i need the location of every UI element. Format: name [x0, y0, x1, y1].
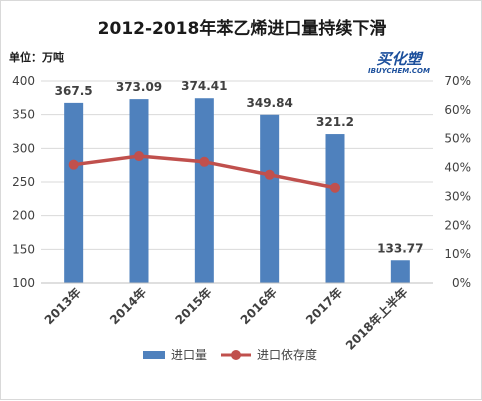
logo-sub-text: IBUYCHEM.COM: [368, 67, 430, 75]
line-point: [199, 156, 210, 167]
bar: [390, 260, 410, 283]
bar: [325, 134, 345, 283]
bar: [129, 99, 149, 283]
bar-data-label: 373.09: [116, 80, 162, 94]
y-tick-label-left: 200: [12, 209, 35, 223]
y-tick-label-left: 400: [12, 74, 35, 88]
legend-label-bar: 进口量: [171, 348, 207, 362]
x-tick-label: 2013年: [41, 285, 84, 328]
line-point: [68, 159, 79, 170]
gridlines: [41, 80, 433, 284]
bar-series: [64, 98, 410, 284]
y-tick-label-right: 40%: [444, 161, 471, 175]
y-tick-label-left: 350: [12, 108, 35, 122]
y-tick-label-left: 100: [12, 276, 35, 290]
bar-data-labels: 367.5 373.09 374.41 349.84 321.2 133.77: [55, 79, 424, 255]
y-tick-label-right: 60%: [444, 103, 471, 117]
bar: [64, 102, 84, 283]
y-tick-label-right: 70%: [444, 74, 471, 88]
y-tick-label-right: 30%: [444, 189, 471, 203]
legend-swatch-bar: [143, 351, 165, 359]
y-tick-label-left: 250: [12, 175, 35, 189]
x-tick-label: 2014年: [106, 285, 149, 328]
bar: [194, 98, 214, 284]
y-tick-label-right: 50%: [444, 132, 471, 146]
bar-data-label: 349.84: [247, 96, 293, 110]
y-tick-label-right: 20%: [444, 218, 471, 232]
bar-data-label: 374.41: [181, 79, 227, 93]
y-axis-right: 0% 10% 20% 30% 40% 50% 60% 70%: [444, 74, 471, 290]
bar-data-label: 367.5: [55, 84, 93, 98]
logo-watermark: 买化塑 IBUYCHEM.COM: [368, 50, 430, 75]
line-point: [134, 151, 144, 162]
line-point: [264, 169, 275, 180]
y-tick-label-left: 150: [12, 242, 35, 256]
x-tick-label: 2015年: [172, 285, 215, 328]
bar-data-label: 133.77: [377, 241, 423, 255]
legend: 进口量 进口依存度: [143, 347, 317, 362]
bar: [260, 114, 280, 283]
legend-swatch-marker: [231, 350, 241, 360]
x-tick-label: 2017年: [302, 285, 345, 328]
line-series: [68, 151, 340, 193]
x-tick-label: 2016年: [237, 285, 280, 328]
unit-label: 单位：万吨: [9, 50, 64, 64]
line-point: [330, 182, 340, 193]
y-axis-left: 100 150 200 250 300 350 400: [12, 74, 35, 290]
x-tick-label: 2018年上半年: [342, 285, 410, 353]
y-tick-label-left: 300: [12, 141, 35, 155]
chart-title: 2012-2018年苯乙烯进口量持续下滑: [98, 18, 387, 39]
legend-label-line: 进口依存度: [257, 347, 317, 362]
bar-data-label: 321.2: [316, 115, 354, 129]
y-tick-label-right: 10%: [444, 247, 471, 261]
y-tick-label-right: 0%: [452, 276, 471, 290]
logo-main-text: 买化塑: [376, 50, 424, 68]
